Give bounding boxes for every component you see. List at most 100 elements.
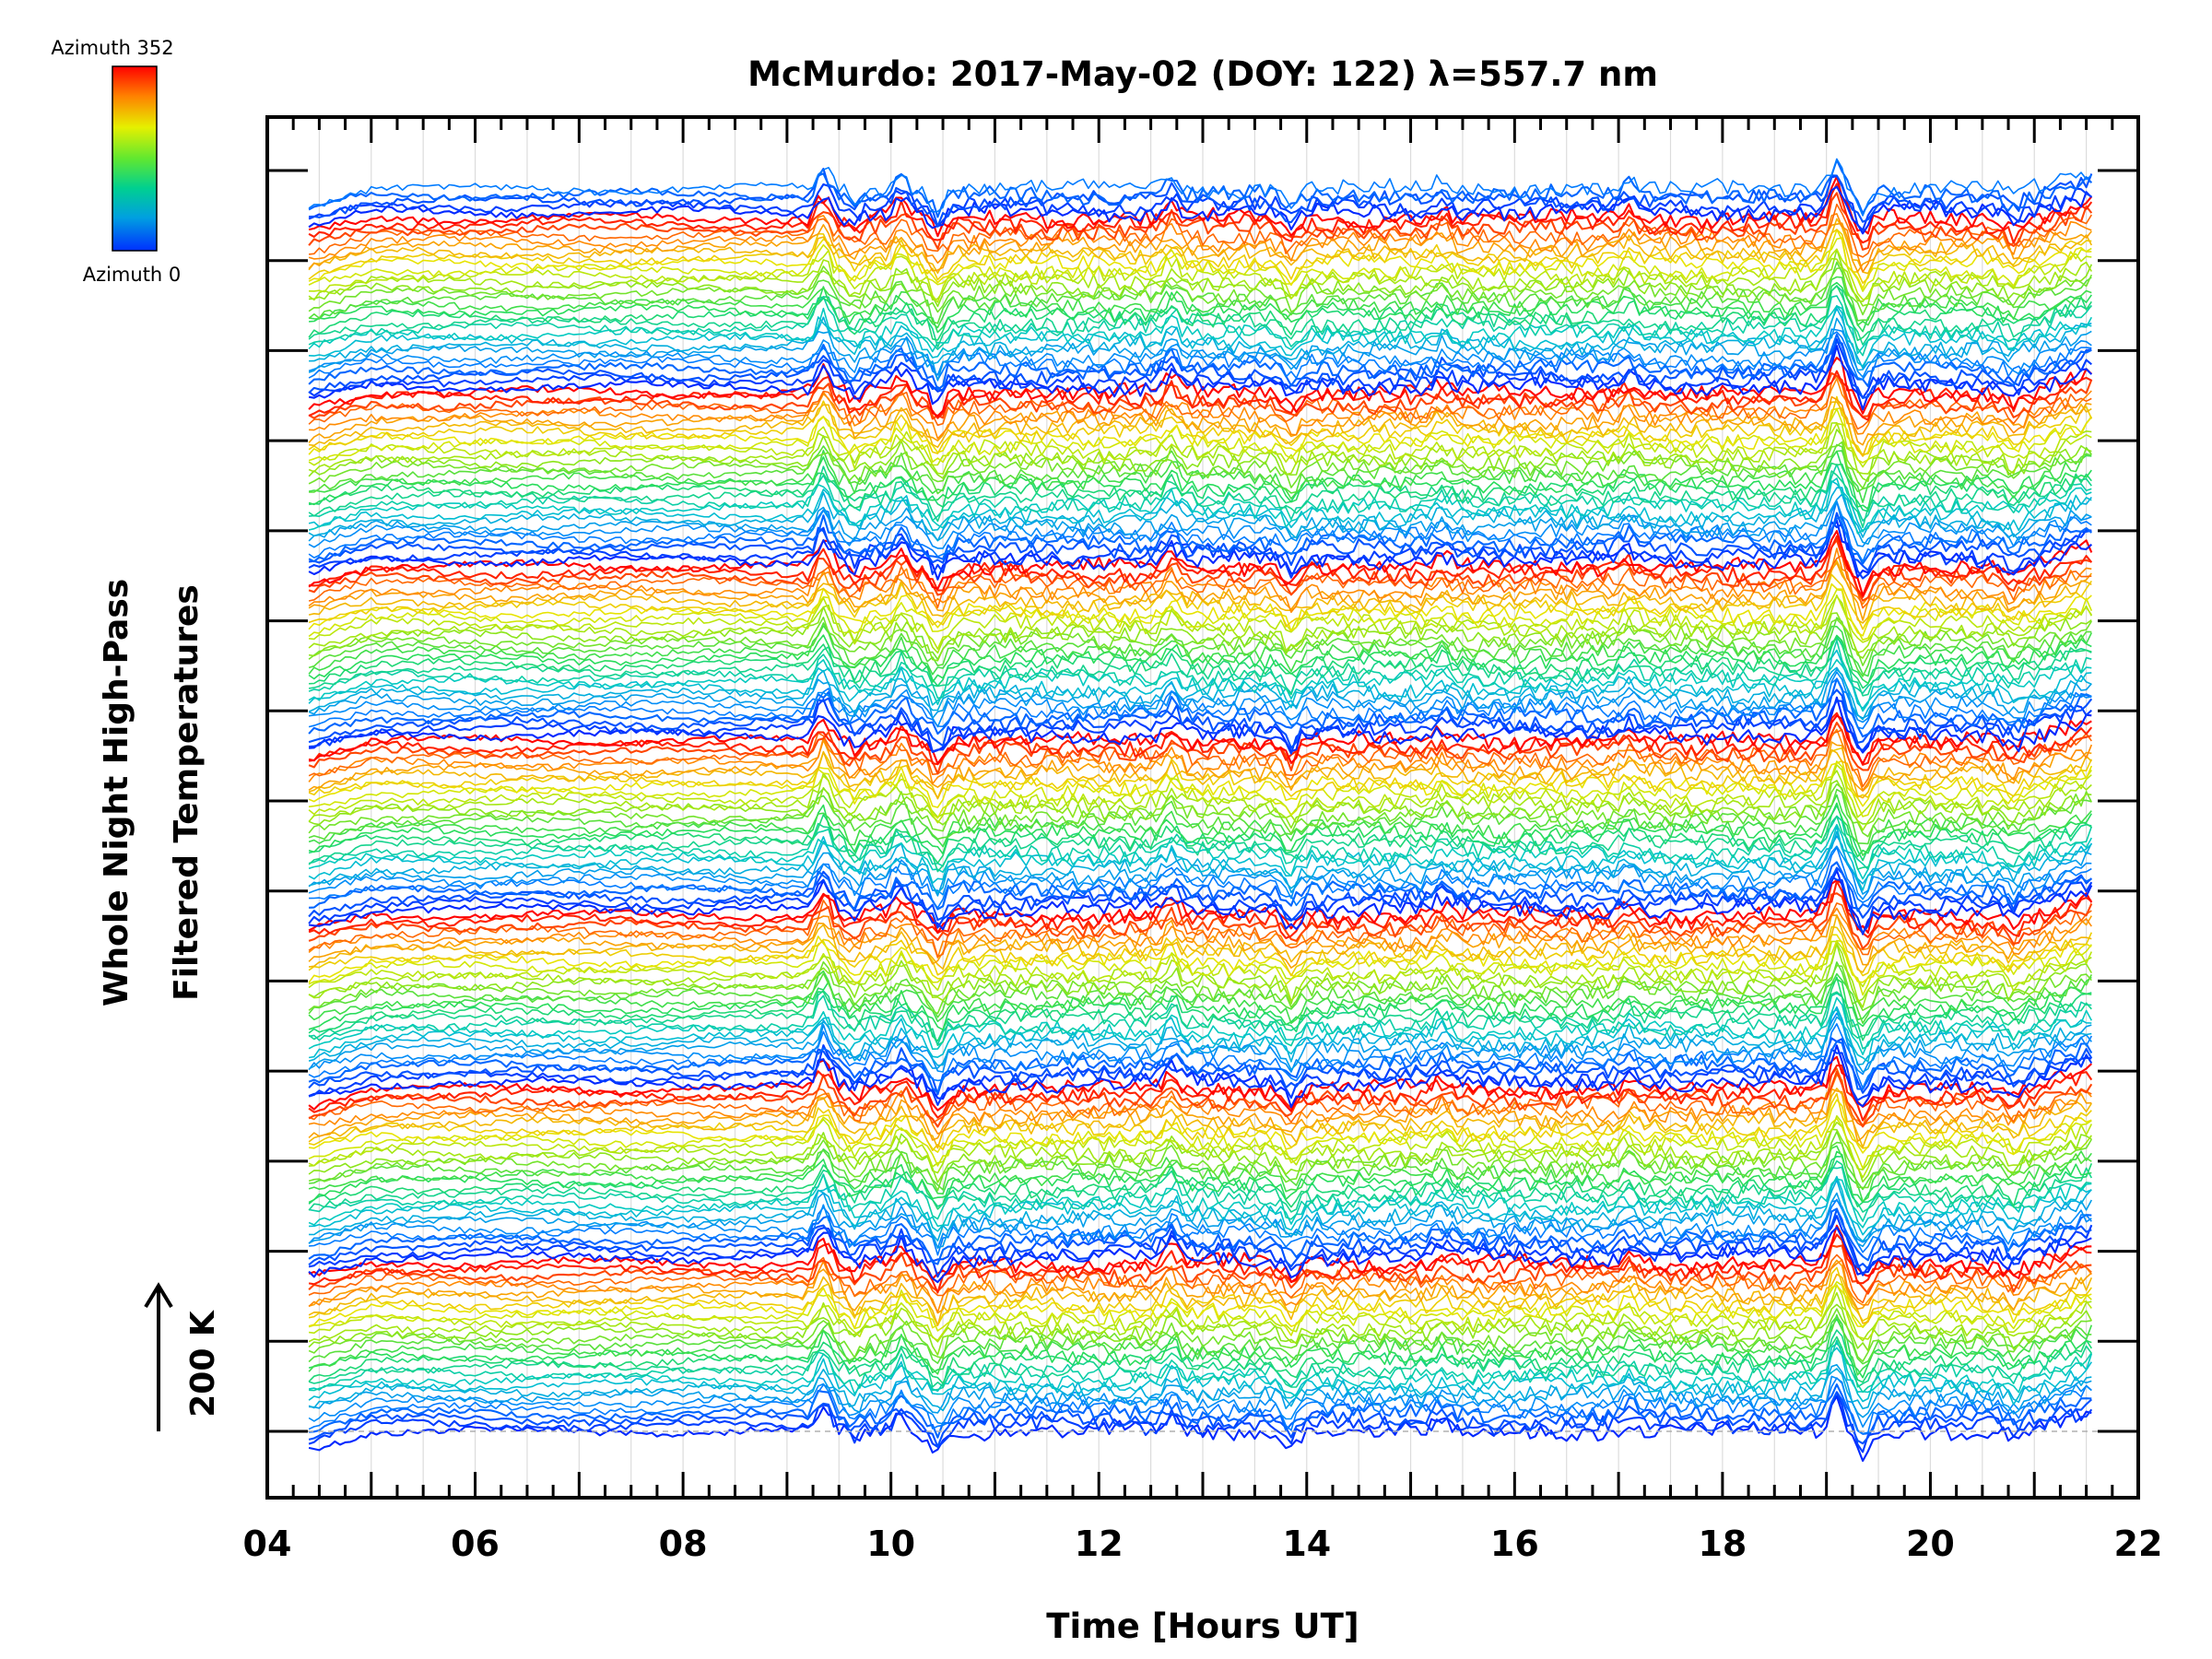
series-line bbox=[308, 640, 2092, 700]
series-line bbox=[308, 175, 2093, 238]
colorbar-top-label: Azimuth 352 bbox=[51, 37, 173, 59]
scale-arrow-head bbox=[144, 1282, 173, 1309]
series-line bbox=[308, 1335, 2092, 1384]
series-line bbox=[308, 429, 2092, 482]
series-line bbox=[308, 331, 2092, 382]
series-line bbox=[308, 338, 2092, 399]
series-line bbox=[308, 1037, 2093, 1096]
series-line bbox=[308, 1375, 2092, 1428]
series-line bbox=[308, 943, 2092, 1005]
series-line bbox=[308, 1023, 2093, 1089]
series-line bbox=[308, 970, 2092, 1024]
series-line bbox=[308, 500, 2092, 562]
series-line bbox=[308, 1055, 2093, 1112]
series-line bbox=[308, 880, 2092, 939]
series-line bbox=[308, 739, 2092, 792]
series-line bbox=[309, 1339, 2092, 1394]
series-line bbox=[308, 213, 2092, 273]
series-line bbox=[308, 1207, 2092, 1265]
series-line bbox=[308, 823, 2093, 880]
series-line bbox=[308, 493, 2092, 546]
x-tick-label: 22 bbox=[2114, 1524, 2163, 1564]
series-line bbox=[308, 305, 2093, 355]
series-line bbox=[308, 1166, 2092, 1222]
series-line bbox=[308, 659, 2092, 712]
series-line bbox=[308, 1115, 2093, 1179]
series-line bbox=[308, 825, 2092, 891]
series-line bbox=[308, 617, 2092, 677]
series-line bbox=[308, 1315, 2093, 1376]
series-line bbox=[308, 606, 2092, 662]
series-line bbox=[308, 521, 2092, 580]
series-line bbox=[308, 1391, 2093, 1453]
series-line bbox=[309, 1284, 2092, 1341]
series-line bbox=[308, 635, 2092, 697]
series-line bbox=[308, 395, 2093, 455]
series-line bbox=[308, 1070, 2093, 1128]
series-line bbox=[308, 764, 2092, 824]
series-line bbox=[308, 942, 2092, 1008]
chart-title: McMurdo: 2017-May-02 (DOY: 122) λ=557.7 … bbox=[747, 54, 1658, 94]
series-line bbox=[308, 815, 2092, 873]
series-line bbox=[308, 562, 2092, 621]
series-line bbox=[308, 393, 2092, 446]
series-line bbox=[308, 780, 2092, 829]
series-line bbox=[308, 1291, 2092, 1344]
series-line bbox=[309, 1141, 2092, 1191]
series-line bbox=[308, 573, 2092, 630]
series-line bbox=[308, 1273, 2093, 1326]
series-line bbox=[308, 295, 2092, 357]
series-line bbox=[308, 441, 2092, 489]
x-tick-label: 06 bbox=[451, 1524, 500, 1564]
series-line bbox=[308, 375, 2092, 430]
series-line bbox=[308, 559, 2092, 624]
series-line bbox=[308, 218, 2093, 275]
series-line bbox=[308, 830, 2093, 894]
series-line bbox=[308, 595, 2093, 654]
series-line bbox=[308, 582, 2092, 637]
series-line bbox=[308, 341, 2092, 399]
x-tick-label: 10 bbox=[866, 1524, 915, 1564]
series-line bbox=[308, 1159, 2093, 1213]
series-line bbox=[308, 1044, 2093, 1106]
series-line bbox=[309, 248, 2092, 303]
series-line bbox=[309, 638, 2092, 689]
series-line bbox=[308, 634, 2092, 685]
series-line bbox=[308, 712, 2093, 766]
series-line bbox=[308, 1156, 2093, 1210]
series-line bbox=[309, 1175, 2092, 1236]
y-axis-label-line2: Filtered Temperatures bbox=[168, 584, 206, 1001]
series-line bbox=[308, 722, 2092, 775]
series-line bbox=[308, 1308, 2092, 1362]
series-line bbox=[308, 530, 2093, 597]
series-line bbox=[309, 305, 2092, 367]
series-line bbox=[308, 649, 2092, 710]
series-line bbox=[308, 356, 2093, 418]
series-line bbox=[309, 168, 2093, 228]
series-line bbox=[308, 1116, 2092, 1170]
series-line bbox=[308, 159, 2093, 218]
x-tick-labels: 04 06 08 10 12 14 16 18 20 22 bbox=[243, 1524, 2163, 1564]
series-line bbox=[308, 477, 2092, 535]
scale-indicator: 200 K bbox=[144, 1282, 222, 1431]
series-line bbox=[308, 617, 2092, 666]
series-line bbox=[309, 535, 2093, 598]
series-line bbox=[308, 1173, 2092, 1229]
series-line bbox=[308, 514, 2092, 565]
series-line bbox=[308, 175, 2092, 231]
series-line bbox=[309, 1198, 2092, 1256]
series-line bbox=[308, 554, 2092, 609]
x-tick-label: 16 bbox=[1490, 1524, 1539, 1564]
series-line bbox=[308, 728, 2093, 792]
series-line bbox=[308, 677, 2092, 738]
series-line bbox=[308, 265, 2093, 316]
series-line bbox=[308, 333, 2092, 391]
series-line bbox=[308, 960, 2092, 1015]
series-line bbox=[308, 907, 2092, 959]
series-line bbox=[308, 688, 2093, 749]
series-line bbox=[309, 698, 2093, 755]
series-line bbox=[308, 940, 2093, 992]
series-line bbox=[308, 1067, 2092, 1127]
series-line bbox=[308, 1145, 2092, 1203]
series-line bbox=[308, 345, 2093, 411]
